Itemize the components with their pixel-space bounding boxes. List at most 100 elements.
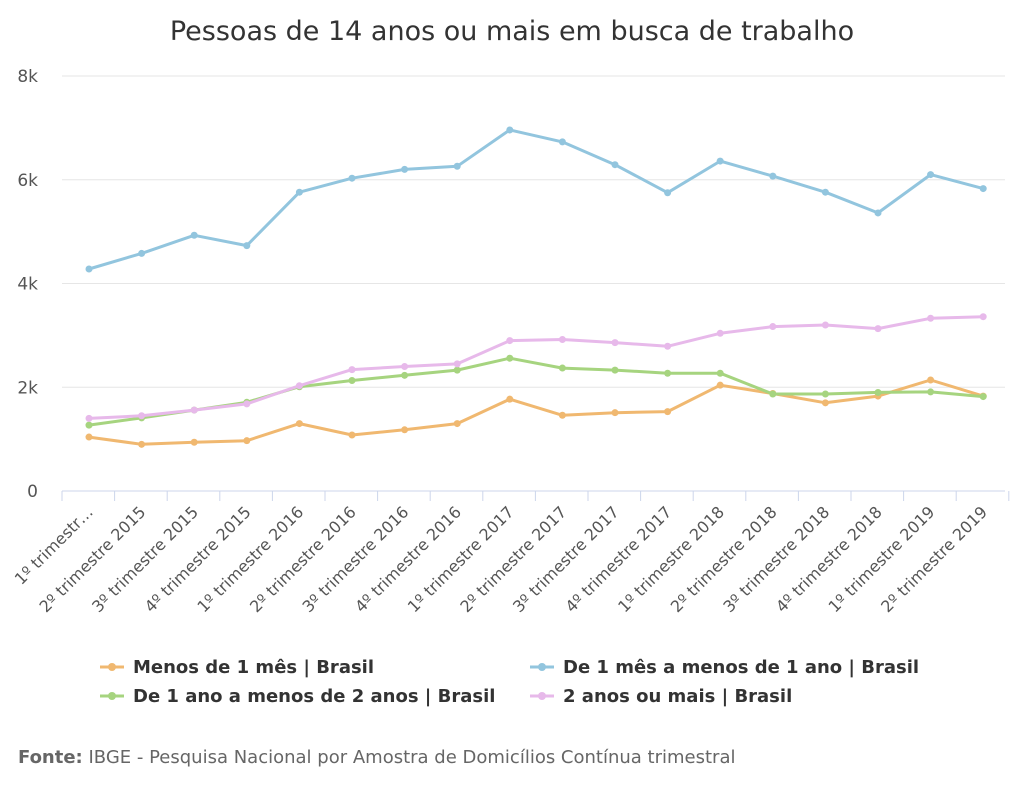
y-axis: 0 2k 4k 6k 8k (17, 67, 38, 502)
data-point (453, 366, 461, 374)
data-point (295, 188, 303, 196)
legend-swatch-marker (108, 692, 116, 700)
legend-swatch-marker (538, 663, 546, 671)
data-point (401, 165, 409, 173)
data-point (979, 185, 987, 193)
data-point (611, 161, 619, 169)
data-point (506, 126, 514, 134)
y-tick-label: 4k (17, 275, 38, 295)
data-point (979, 393, 987, 401)
data-point (821, 390, 829, 398)
source-note: Fonte: IBGE - Pesquisa Nacional por Amos… (18, 747, 736, 768)
data-point (769, 172, 777, 180)
legend-swatch-marker (108, 663, 116, 671)
data-point (769, 390, 777, 398)
data-point (558, 138, 566, 146)
data-point (821, 321, 829, 329)
data-point (611, 366, 619, 374)
data-point (558, 411, 566, 419)
legend-item[interactable]: De 1 mês a menos de 1 ano | Brasil (530, 657, 919, 678)
data-point (927, 376, 935, 384)
data-point (558, 364, 566, 372)
data-point (874, 388, 882, 396)
data-point (558, 336, 566, 344)
data-point (243, 400, 251, 408)
data-point (716, 157, 724, 165)
data-point (611, 339, 619, 347)
data-point (138, 249, 146, 257)
source-text: IBGE - Pesquisa Nacional por Amostra de … (82, 747, 736, 768)
chart-title: Pessoas de 14 anos ou mais em busca de t… (170, 16, 854, 47)
data-point (138, 440, 146, 448)
legend: Menos de 1 mês | Brasil De 1 mês a menos … (100, 657, 919, 707)
data-point (190, 438, 198, 446)
data-point (190, 406, 198, 414)
series-line (87, 356, 985, 427)
y-tick-label: 6k (17, 171, 38, 191)
series-3 (85, 313, 987, 422)
grid-lines (62, 75, 1005, 388)
data-point (138, 412, 146, 420)
data-point (716, 329, 724, 337)
data-point (401, 371, 409, 379)
data-point (506, 354, 514, 362)
data-point (506, 337, 514, 345)
data-point (401, 426, 409, 434)
data-point (85, 414, 93, 422)
series-line (87, 378, 985, 446)
data-point (453, 360, 461, 368)
data-point (348, 174, 356, 182)
legend-label: De 1 ano a menos de 2 anos | Brasil (133, 686, 495, 707)
data-point (664, 369, 672, 377)
series-2 (85, 354, 987, 429)
data-point (979, 313, 987, 321)
data-point (664, 189, 672, 197)
legend-label: 2 anos ou mais | Brasil (563, 686, 792, 707)
data-point (190, 231, 198, 239)
data-point (295, 382, 303, 390)
source-label: Fonte: (18, 747, 83, 768)
data-point (716, 381, 724, 389)
series-1 (85, 126, 987, 273)
series-group (85, 126, 987, 448)
data-point (401, 363, 409, 370)
legend-item[interactable]: Menos de 1 mês | Brasil (100, 657, 374, 678)
legend-label: De 1 mês a menos de 1 ano | Brasil (563, 657, 919, 678)
data-point (85, 421, 93, 429)
series-line (87, 128, 985, 271)
data-point (348, 431, 356, 439)
data-point (821, 399, 829, 407)
data-point (927, 171, 935, 179)
y-tick-label: 2k (17, 378, 38, 398)
data-point (927, 314, 935, 322)
legend-item[interactable]: De 1 ano a menos de 2 anos | Brasil (100, 686, 495, 707)
legend-label: Menos de 1 mês | Brasil (133, 657, 374, 678)
data-point (85, 433, 93, 441)
data-point (716, 369, 724, 377)
data-point (874, 209, 882, 217)
data-point (453, 162, 461, 170)
data-point (664, 408, 672, 416)
y-tick-label: 0 (27, 482, 38, 502)
data-point (348, 377, 356, 385)
data-point (85, 265, 93, 273)
data-point (348, 366, 356, 374)
data-point (821, 188, 829, 196)
data-point (927, 388, 935, 396)
series-0 (85, 376, 987, 448)
y-tick-label: 8k (17, 67, 38, 87)
data-point (453, 420, 461, 428)
data-point (664, 342, 672, 350)
legend-swatch-marker (538, 692, 546, 700)
data-point (611, 409, 619, 417)
line-chart: Pessoas de 14 anos ou mais em busca de t… (11, 16, 1010, 707)
data-point (506, 395, 514, 403)
data-point (874, 325, 882, 333)
data-point (769, 323, 777, 331)
legend-item[interactable]: 2 anos ou mais | Brasil (530, 686, 792, 707)
data-point (243, 437, 251, 445)
data-point (295, 420, 303, 428)
data-point (243, 242, 251, 250)
